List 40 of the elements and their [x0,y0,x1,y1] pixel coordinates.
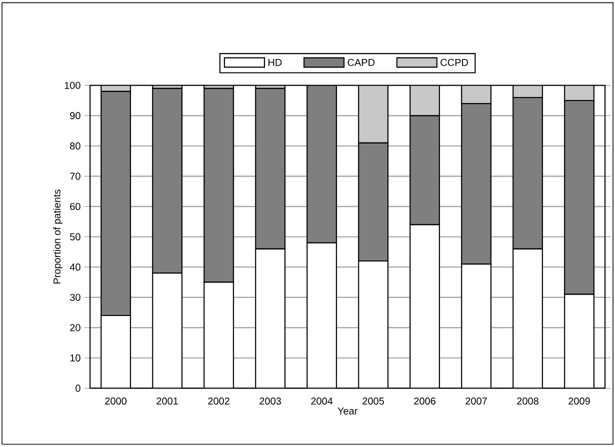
bar [255,88,286,250]
bar [306,85,337,244]
x-tick-label: 2007 [466,398,487,405]
bar [410,85,440,116]
x-tick-label: 2005 [362,398,384,405]
y-tick-label: 70 [70,172,80,180]
y-tick-label: 60 [70,203,80,210]
x-tick-label: 2002 [208,398,230,405]
legend-label: CAPD [348,58,375,66]
x-axis-title: Year [338,408,358,415]
bar [461,85,492,104]
y-tick-label: 30 [70,294,80,301]
bar [564,85,594,102]
x-tick-label: 2003 [260,398,281,405]
legend-label: CCPD [440,58,468,66]
y-tick-label: 40 [70,264,80,271]
bar [100,90,132,316]
x-tick-label: 2004 [311,398,333,405]
bar [461,103,492,265]
y-tick-label: 100 [64,82,80,89]
x-tick-label: 2009 [568,398,590,405]
legend-label: HD [268,59,282,66]
bar [152,88,182,274]
bar [512,97,543,250]
y-tick-label: 20 [70,324,80,332]
x-tick-label: 2006 [414,398,436,405]
bar [204,88,234,283]
bar [358,85,388,144]
bar [358,142,388,262]
y-tick-label: 10 [70,354,80,362]
bar [564,100,594,295]
x-tick-label: 2008 [517,398,538,405]
y-tick-label: 80 [70,142,80,150]
y-tick-label: 0 [76,384,80,392]
y-tick-label: 50 [70,233,80,240]
x-tick-label: 2000 [105,398,127,405]
x-tick-label: 2001 [156,398,178,405]
y-tick-label: 90 [70,112,80,120]
bar [410,115,440,226]
y-axis-title: Proportion of patients [53,190,62,284]
